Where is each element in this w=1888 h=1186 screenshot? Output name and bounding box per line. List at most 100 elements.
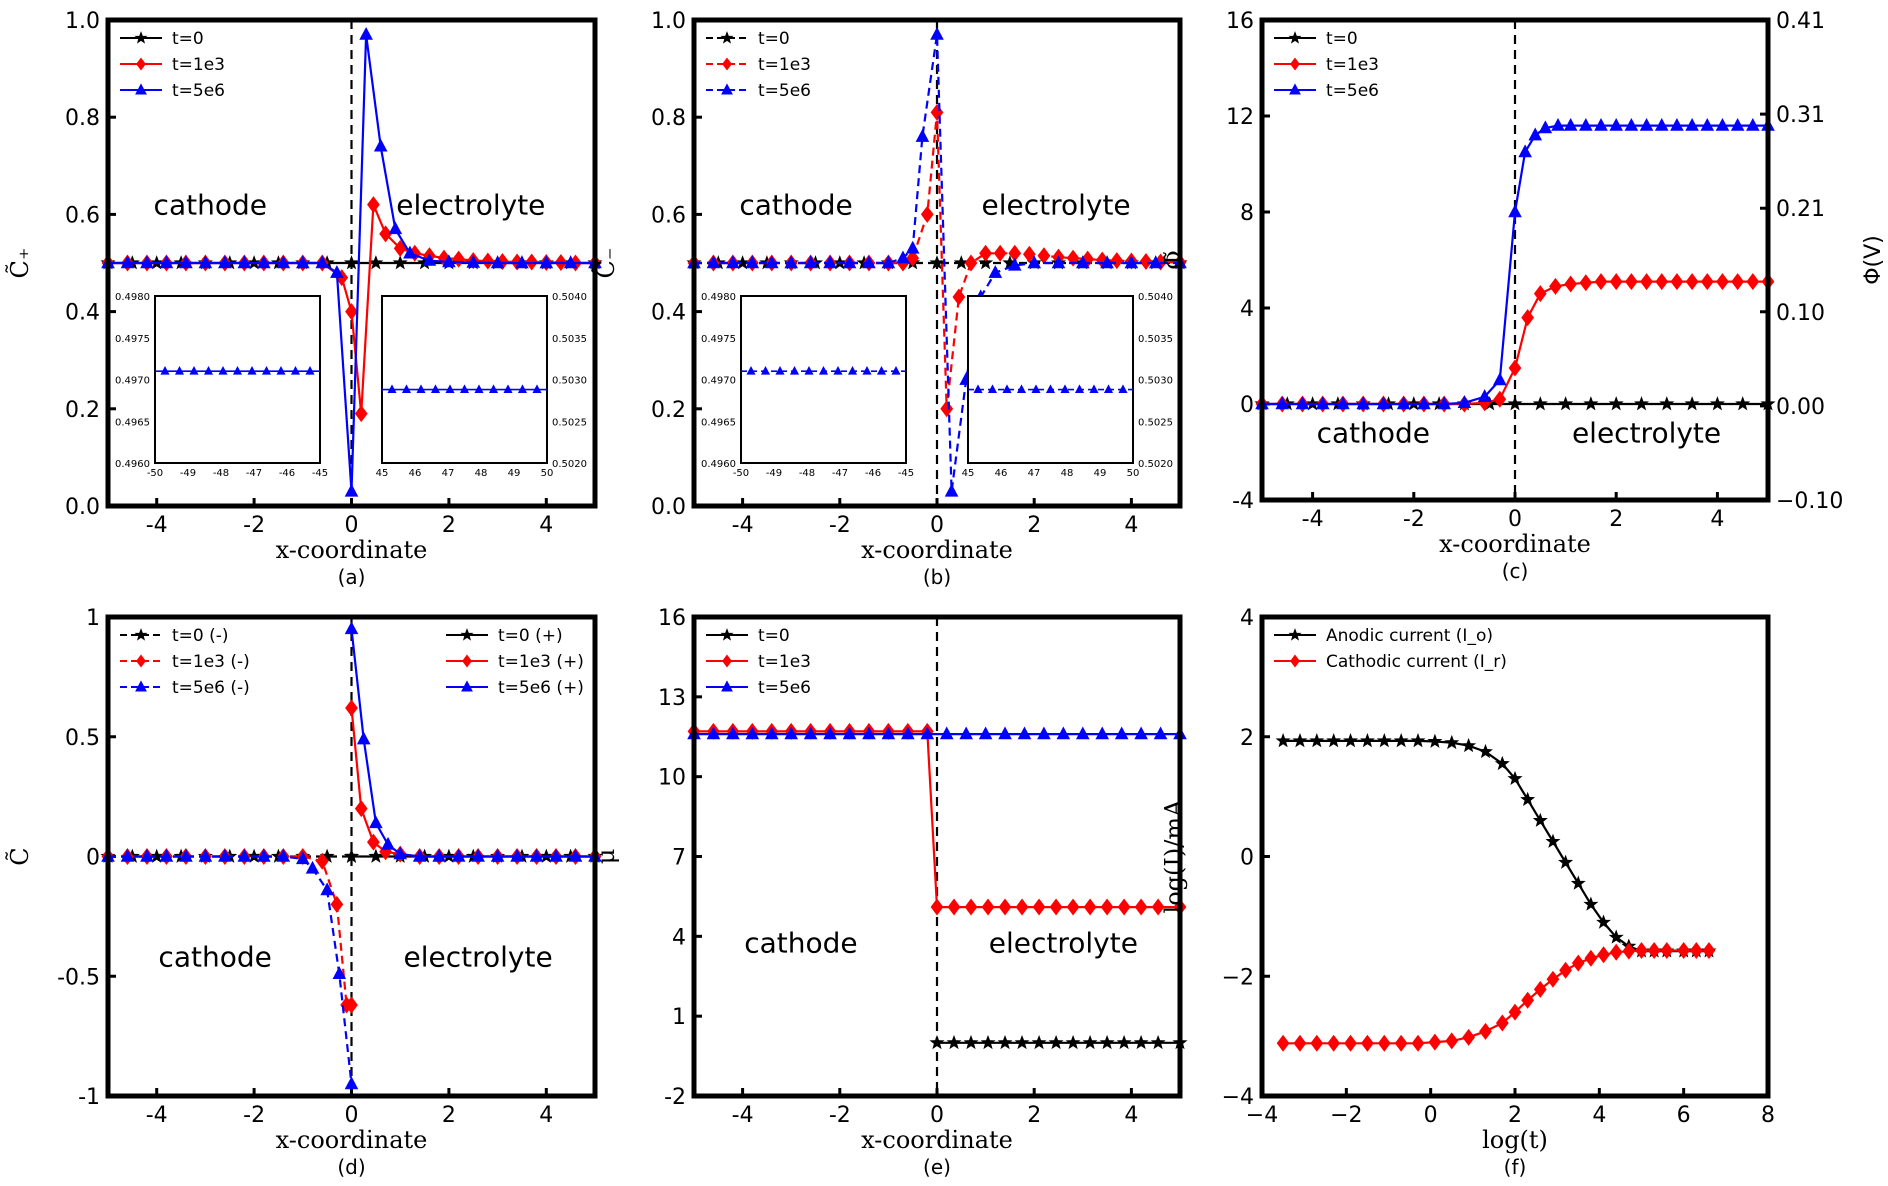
x-tick-label: -4 bbox=[146, 1103, 168, 1128]
data-point bbox=[218, 848, 232, 862]
y-axis-label: C̃₊ bbox=[6, 247, 34, 278]
panel-c: -4 -2 0 2 4 -4 0 4 8 12 16 −0.10 0.00 0.10 0.21 0.31 0.4… bbox=[1160, 9, 1886, 583]
inset-y-tick-label: 0.5040 bbox=[552, 292, 587, 303]
y-tick-label: 16 bbox=[658, 606, 686, 631]
y-tick-label: -4 bbox=[1232, 489, 1254, 514]
legend-label: t=5e6 bbox=[172, 81, 225, 101]
data-point bbox=[1100, 255, 1114, 269]
y-tick-label: 0.4 bbox=[65, 301, 100, 326]
data-point bbox=[896, 250, 910, 264]
data-point bbox=[276, 848, 291, 862]
x-tick-label: 0 bbox=[1508, 507, 1522, 532]
series-t-5e6 bbox=[101, 26, 602, 497]
legend: t=0 t=1e3 t=5e6 bbox=[706, 29, 811, 101]
inset-data-point bbox=[862, 366, 872, 375]
panel-caption: (b) bbox=[923, 565, 951, 589]
data-point bbox=[296, 851, 310, 865]
y-tick-label: 0.2 bbox=[651, 398, 686, 423]
data-point bbox=[1309, 733, 1325, 748]
data-point bbox=[1065, 1034, 1081, 1050]
data-point bbox=[1411, 1034, 1425, 1052]
data-point bbox=[149, 848, 165, 863]
inset-y-tick-label: 0.4970 bbox=[701, 376, 736, 387]
legend: Anodic current (I_o) Cathodic current (I_… bbox=[1274, 626, 1507, 672]
inset-x-tick-label: 48 bbox=[1061, 468, 1074, 479]
data-point bbox=[1116, 1034, 1132, 1050]
inset-x-tick-label: 48 bbox=[475, 468, 488, 479]
inset-x-tick-label: -48 bbox=[799, 468, 815, 479]
inset-data-point bbox=[517, 384, 528, 393]
data-point bbox=[1275, 733, 1291, 748]
data-point bbox=[369, 815, 383, 829]
data-point bbox=[345, 996, 358, 1014]
inset-data-point bbox=[804, 366, 814, 375]
data-point bbox=[1532, 396, 1548, 411]
y-tick-label: 7 bbox=[672, 846, 686, 871]
data-point bbox=[1457, 395, 1472, 408]
data-point bbox=[345, 303, 358, 321]
series-line bbox=[1283, 949, 1709, 1045]
data-point bbox=[1017, 726, 1032, 740]
x-tick-label: -2 bbox=[243, 513, 265, 538]
data-point bbox=[1076, 255, 1090, 269]
legend-marker bbox=[461, 680, 473, 692]
data-point bbox=[1377, 1034, 1391, 1052]
legend-marker bbox=[136, 57, 146, 71]
data-point bbox=[381, 836, 395, 850]
data-point bbox=[1494, 755, 1510, 771]
data-point bbox=[1326, 733, 1342, 748]
data-point bbox=[1437, 396, 1451, 410]
data-point bbox=[1359, 733, 1375, 748]
data-point bbox=[529, 848, 544, 862]
legend-label: t=1e3 (-) bbox=[172, 652, 250, 672]
series-t-5e6 bbox=[687, 26, 1187, 497]
data-point bbox=[179, 848, 193, 862]
data-point bbox=[1559, 961, 1572, 979]
legend-label: t=5e6 (-) bbox=[172, 678, 250, 698]
y-tick-label: 10 bbox=[658, 766, 686, 791]
y-tick-label: 0.0 bbox=[65, 495, 100, 520]
legend-label: t=1e3 bbox=[758, 55, 811, 75]
inset-data-point bbox=[474, 384, 484, 393]
data-point bbox=[1445, 1032, 1459, 1050]
x-tick-label: 2 bbox=[1609, 507, 1623, 532]
data-point bbox=[1394, 1034, 1408, 1052]
x-tick-label: 4 bbox=[539, 1103, 553, 1128]
data-point bbox=[1124, 255, 1139, 269]
data-point bbox=[930, 103, 944, 121]
data-point bbox=[1685, 273, 1699, 291]
data-point bbox=[1099, 1034, 1115, 1050]
data-point bbox=[803, 726, 818, 740]
series-line bbox=[350, 707, 595, 858]
legend-label: t=1e3 bbox=[172, 55, 225, 75]
data-point bbox=[1275, 396, 1290, 410]
inset-y-tick-label: 0.4960 bbox=[115, 459, 150, 470]
data-point bbox=[1076, 726, 1090, 740]
inset-y-tick-label: 0.4965 bbox=[701, 417, 736, 428]
data-point bbox=[745, 255, 760, 269]
data-point bbox=[1558, 396, 1574, 411]
data-point bbox=[330, 895, 344, 913]
data-point bbox=[920, 726, 935, 740]
data-point bbox=[1343, 733, 1359, 748]
data-point bbox=[1295, 396, 1310, 410]
y-tick-label: 4 bbox=[1240, 606, 1254, 631]
data-point bbox=[1609, 943, 1623, 961]
data-point bbox=[1117, 898, 1131, 916]
data-point bbox=[373, 138, 388, 152]
x-tick-label: 2 bbox=[442, 1103, 456, 1128]
data-point bbox=[1356, 396, 1370, 410]
legend-label: t=0 bbox=[1326, 29, 1358, 49]
series-t-5e6 bbox=[687, 726, 1187, 740]
data-point bbox=[1361, 1034, 1374, 1052]
inset-data-point bbox=[775, 366, 785, 375]
inset-y-tick-label: 0.4980 bbox=[115, 292, 150, 303]
data-point bbox=[367, 833, 380, 851]
data-point bbox=[964, 898, 978, 916]
data-point bbox=[1508, 204, 1522, 218]
data-point bbox=[1462, 1028, 1475, 1046]
data-point bbox=[1608, 396, 1624, 411]
data-point bbox=[1635, 942, 1648, 960]
data-point bbox=[1716, 273, 1729, 291]
data-point bbox=[901, 726, 915, 740]
